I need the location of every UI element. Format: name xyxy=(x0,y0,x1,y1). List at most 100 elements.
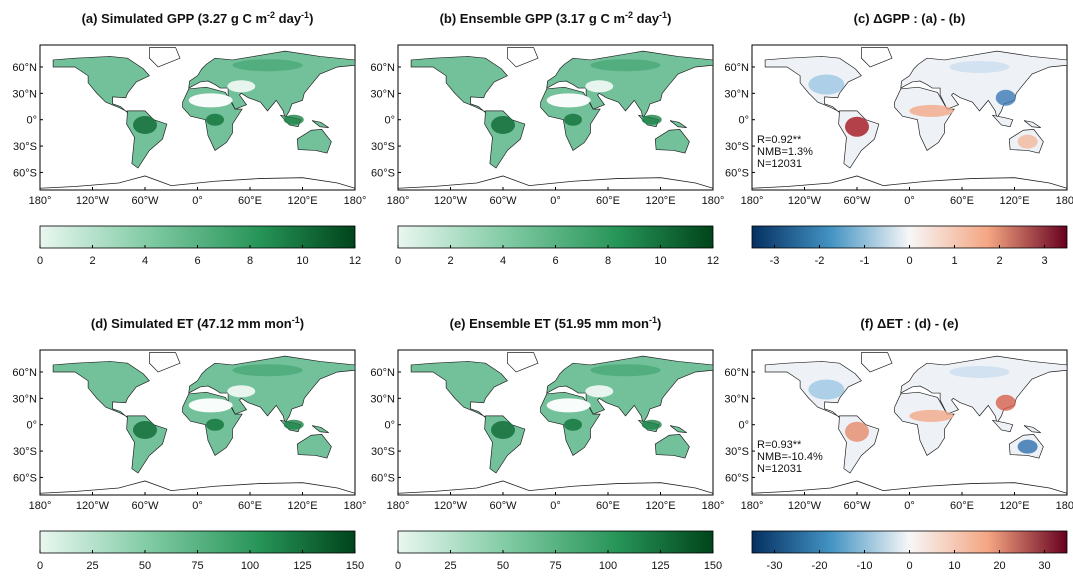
y-tick-label: 30°N xyxy=(370,88,395,100)
map-shade xyxy=(564,419,582,431)
colorbar xyxy=(398,226,713,248)
x-tick-label: 60°E xyxy=(596,500,620,512)
y-tick-label: 0° xyxy=(738,420,749,432)
map-shade xyxy=(206,419,224,431)
title-part: -2 xyxy=(625,10,633,20)
y-tick-label: 30°S xyxy=(371,141,395,153)
colorbar-tick-label: 2 xyxy=(89,255,95,267)
colorbar-tick-label: -30 xyxy=(767,560,783,572)
x-tick-label: 120°W xyxy=(434,195,468,207)
map-shade xyxy=(233,364,303,376)
x-tick-label: 120°E xyxy=(287,195,317,207)
colorbar-tick-label: 0 xyxy=(37,255,43,267)
colorbar-tick-label: 3 xyxy=(1041,255,1047,267)
y-tick-label: 60°S xyxy=(725,167,749,179)
x-tick-label: 120°W xyxy=(76,195,110,207)
x-tick-label: 60°W xyxy=(843,195,871,207)
colorbar-tick-label: -3 xyxy=(770,255,780,267)
colorbar-tick-label: 10 xyxy=(948,560,960,572)
colorbar-tick-label: 0 xyxy=(906,255,912,267)
x-tick-label: 180° xyxy=(741,500,764,512)
y-tick-label: 60°N xyxy=(370,62,395,74)
title-part: ) xyxy=(300,316,304,331)
colorbar-tick-label: 8 xyxy=(247,255,253,267)
map-shade xyxy=(950,61,1010,73)
map-shade xyxy=(564,114,582,126)
colorbar-tick-label: 0 xyxy=(395,560,401,572)
y-tick-label: 60°N xyxy=(370,367,395,379)
y-tick-label: 30°N xyxy=(12,393,37,405)
colorbar-tick-label: 12 xyxy=(707,255,719,267)
title-part: (d) Simulated ET (47.12 mm mon xyxy=(91,316,292,331)
map-shade xyxy=(547,93,591,107)
y-tick-label: 30°S xyxy=(13,446,37,458)
colorbar-tick-label: 2 xyxy=(447,255,453,267)
x-tick-label: 180° xyxy=(702,500,725,512)
x-tick-label: 60°E xyxy=(238,500,262,512)
colorbar xyxy=(752,226,1067,248)
map-shade xyxy=(1018,135,1038,149)
x-tick-label: 120°W xyxy=(788,500,822,512)
x-tick-label: 180° xyxy=(29,500,52,512)
panel-title: (f) ΔET : (d) - (e) xyxy=(860,316,958,331)
colorbar-tick-label: 50 xyxy=(139,560,151,572)
colorbar-tick-label: -20 xyxy=(812,560,828,572)
panel-title: (c) ΔGPP : (a) - (b) xyxy=(854,11,966,26)
map-shade xyxy=(642,420,662,430)
title-part: (b) Ensemble GPP (3.17 g C m xyxy=(440,11,625,26)
colorbar-tick-label: 25 xyxy=(444,560,456,572)
map-shade xyxy=(284,420,304,430)
y-tick-label: 60°N xyxy=(724,62,749,74)
colorbar xyxy=(398,531,713,553)
colorbar-tick-label: 75 xyxy=(191,560,203,572)
colorbar-tick-label: 0 xyxy=(37,560,43,572)
map-shade xyxy=(808,75,844,95)
map-shade xyxy=(227,80,255,92)
colorbar-tick-label: 0 xyxy=(395,255,401,267)
panel: (b) Ensemble GPP (3.17 g C m-2 day-1)180… xyxy=(370,10,724,267)
map-shade xyxy=(206,114,224,126)
stat-label: N=12031 xyxy=(757,158,802,170)
x-tick-label: 0° xyxy=(192,195,203,207)
colorbar-tick-label: 6 xyxy=(194,255,200,267)
title-part: (f) ΔET : (d) - (e) xyxy=(860,316,958,331)
x-tick-label: 120°E xyxy=(999,500,1029,512)
colorbar-tick-label: 30 xyxy=(1038,560,1050,572)
title-part: (a) Simulated GPP (3.27 g C m xyxy=(82,11,267,26)
y-tick-label: 60°S xyxy=(371,167,395,179)
map-shade xyxy=(1018,440,1038,454)
x-tick-label: 60°E xyxy=(238,195,262,207)
title-part: -1 xyxy=(649,315,657,325)
title-part: ) xyxy=(309,11,313,26)
figure: (a) Simulated GPP (3.27 g C m-2 day-1)18… xyxy=(0,0,1073,574)
x-tick-label: 180° xyxy=(702,195,725,207)
stat-label: R=0.92** xyxy=(757,134,802,146)
map-shade xyxy=(996,90,1016,106)
title-part: -1 xyxy=(292,315,300,325)
colorbar-tick-label: 0 xyxy=(906,560,912,572)
colorbar-tick-label: -10 xyxy=(857,560,873,572)
panel-title: (e) Ensemble ET (51.95 mm mon-1) xyxy=(450,315,662,331)
colorbar-tick-label: 100 xyxy=(599,560,617,572)
map-shade xyxy=(189,398,233,412)
colorbar-tick-label: 1 xyxy=(951,255,957,267)
x-tick-label: 60°W xyxy=(489,195,517,207)
y-tick-label: 60°S xyxy=(371,472,395,484)
panel: (e) Ensemble ET (51.95 mm mon-1)180°120°… xyxy=(370,315,724,572)
colorbar-tick-label: 150 xyxy=(704,560,722,572)
colorbar-tick-label: 4 xyxy=(500,255,506,267)
panel-title: (d) Simulated ET (47.12 mm mon-1) xyxy=(91,315,304,331)
colorbar-tick-label: 6 xyxy=(552,255,558,267)
panel-title: (a) Simulated GPP (3.27 g C m-2 day-1) xyxy=(82,10,314,26)
title-part: ) xyxy=(657,316,661,331)
x-tick-label: 180° xyxy=(344,500,367,512)
x-tick-label: 180° xyxy=(741,195,764,207)
x-tick-label: 180° xyxy=(1056,195,1073,207)
x-tick-label: 0° xyxy=(904,500,915,512)
stat-label: NMB=1.3% xyxy=(757,146,813,158)
map-shade xyxy=(547,398,591,412)
map-shade xyxy=(845,422,869,442)
colorbar-tick-label: 100 xyxy=(241,560,259,572)
x-tick-label: 120°W xyxy=(788,195,822,207)
